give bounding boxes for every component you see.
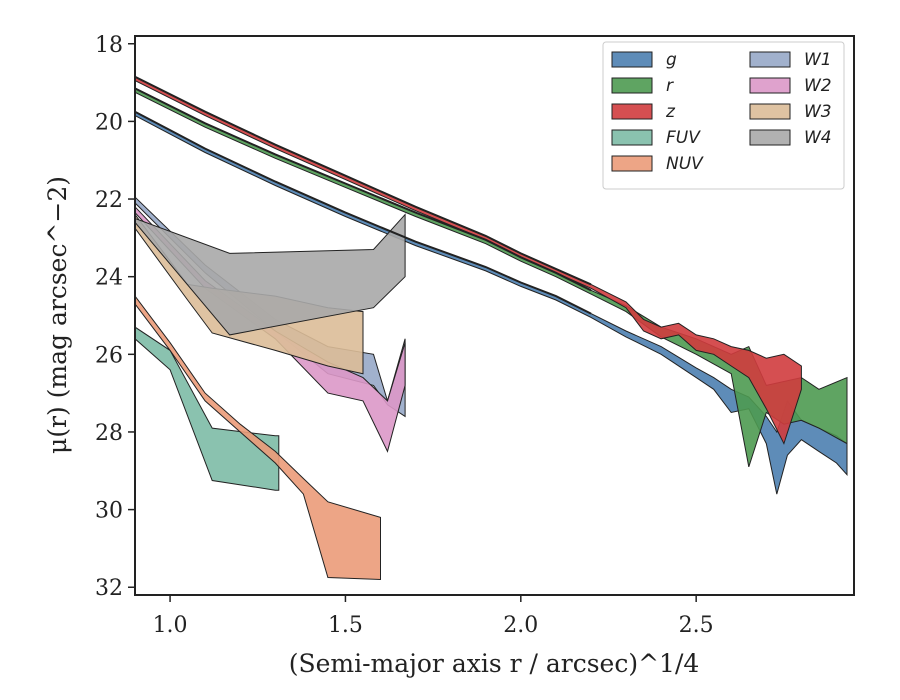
profile-lines (135, 75, 592, 315)
y-tick-label: 30 (95, 499, 123, 524)
y-axis: 18 20 22 24 26 28 30 32 (95, 33, 135, 601)
legend-swatch-r (611, 77, 653, 94)
y-tick-label: 32 (95, 576, 123, 601)
legend-label-w3: W3 (804, 102, 832, 122)
legend-swatch-fuv (611, 129, 653, 146)
plot-frame (134, 35, 855, 596)
legend-label-nuv: NUV (666, 154, 704, 174)
y-tick-label: 18 (95, 33, 123, 58)
legend-label-fuv: FUV (666, 128, 701, 148)
legend-swatch-nuv (611, 155, 653, 172)
x-tick-label: 1.5 (328, 613, 363, 638)
legend-swatch-w1 (749, 51, 791, 68)
band-w4 (135, 213, 406, 336)
profile-line-3 (135, 110, 592, 315)
y-tick-label: 22 (95, 188, 123, 213)
y-tick-label: 28 (95, 421, 123, 446)
band-fuv (135, 326, 280, 491)
x-tick-label: 2.0 (503, 613, 538, 638)
x-axis-label: (Semi-major axis r / arcsec)^1/4 (289, 649, 700, 678)
x-axis: 1.0 1.5 2.0 2.5 (153, 595, 714, 638)
legend-label-w2: W2 (804, 76, 832, 96)
legend-label-z: z (665, 102, 676, 122)
profile-line-2 (135, 87, 592, 292)
legend: grz FUV NUV W1 W2 W3 W4 (602, 41, 845, 190)
y-axis-label: μ(r) (mag arcsec^−2) (43, 176, 72, 454)
legend-label-w4: W4 (804, 128, 832, 148)
band-nuv (135, 295, 381, 581)
profile-line-1 (135, 75, 592, 286)
legend-swatch-w3 (749, 103, 791, 120)
y-tick-label: 20 (95, 110, 123, 135)
legend-swatch-g (611, 51, 653, 68)
y-tick-label: 26 (95, 343, 123, 368)
legend-label-r: r (666, 76, 674, 96)
legend-swatch-w2 (749, 77, 791, 94)
legend-label-g: g (666, 50, 677, 70)
y-tick-label: 24 (95, 266, 123, 291)
x-tick-label: 1.0 (153, 613, 188, 638)
x-tick-label: 2.5 (679, 613, 714, 638)
legend-swatch-z (611, 103, 653, 120)
legend-label-w1: W1 (804, 50, 832, 70)
legend-swatch-w4 (749, 129, 791, 146)
